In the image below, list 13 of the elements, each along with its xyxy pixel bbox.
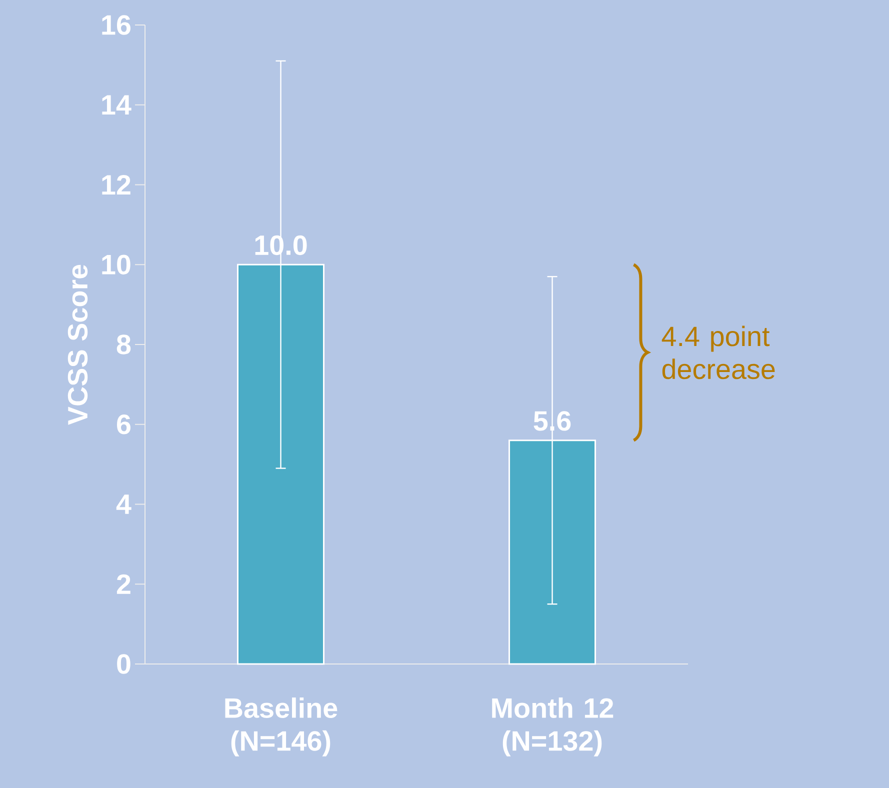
y-tick-label: 16 [102,15,130,35]
y-axis-title: VCSS Score [68,264,88,425]
y-tick-label: 14 [102,95,132,114]
x-tick-label: Month 12 (N=132) [492,698,614,756]
y-tick-label: 10 [102,254,130,274]
y-tick-label: 12 [102,175,130,194]
y-tick-label: 8 [116,334,131,354]
y-tick-label: 6 [116,414,130,434]
y-tick-label: 4 [116,494,132,514]
x-tick-label: Baseline (N=146) [225,698,338,756]
annotation: 4.4 point decrease [662,326,775,380]
y-tick-label: 2 [116,574,130,594]
y-tick-label: 0 [117,654,130,674]
